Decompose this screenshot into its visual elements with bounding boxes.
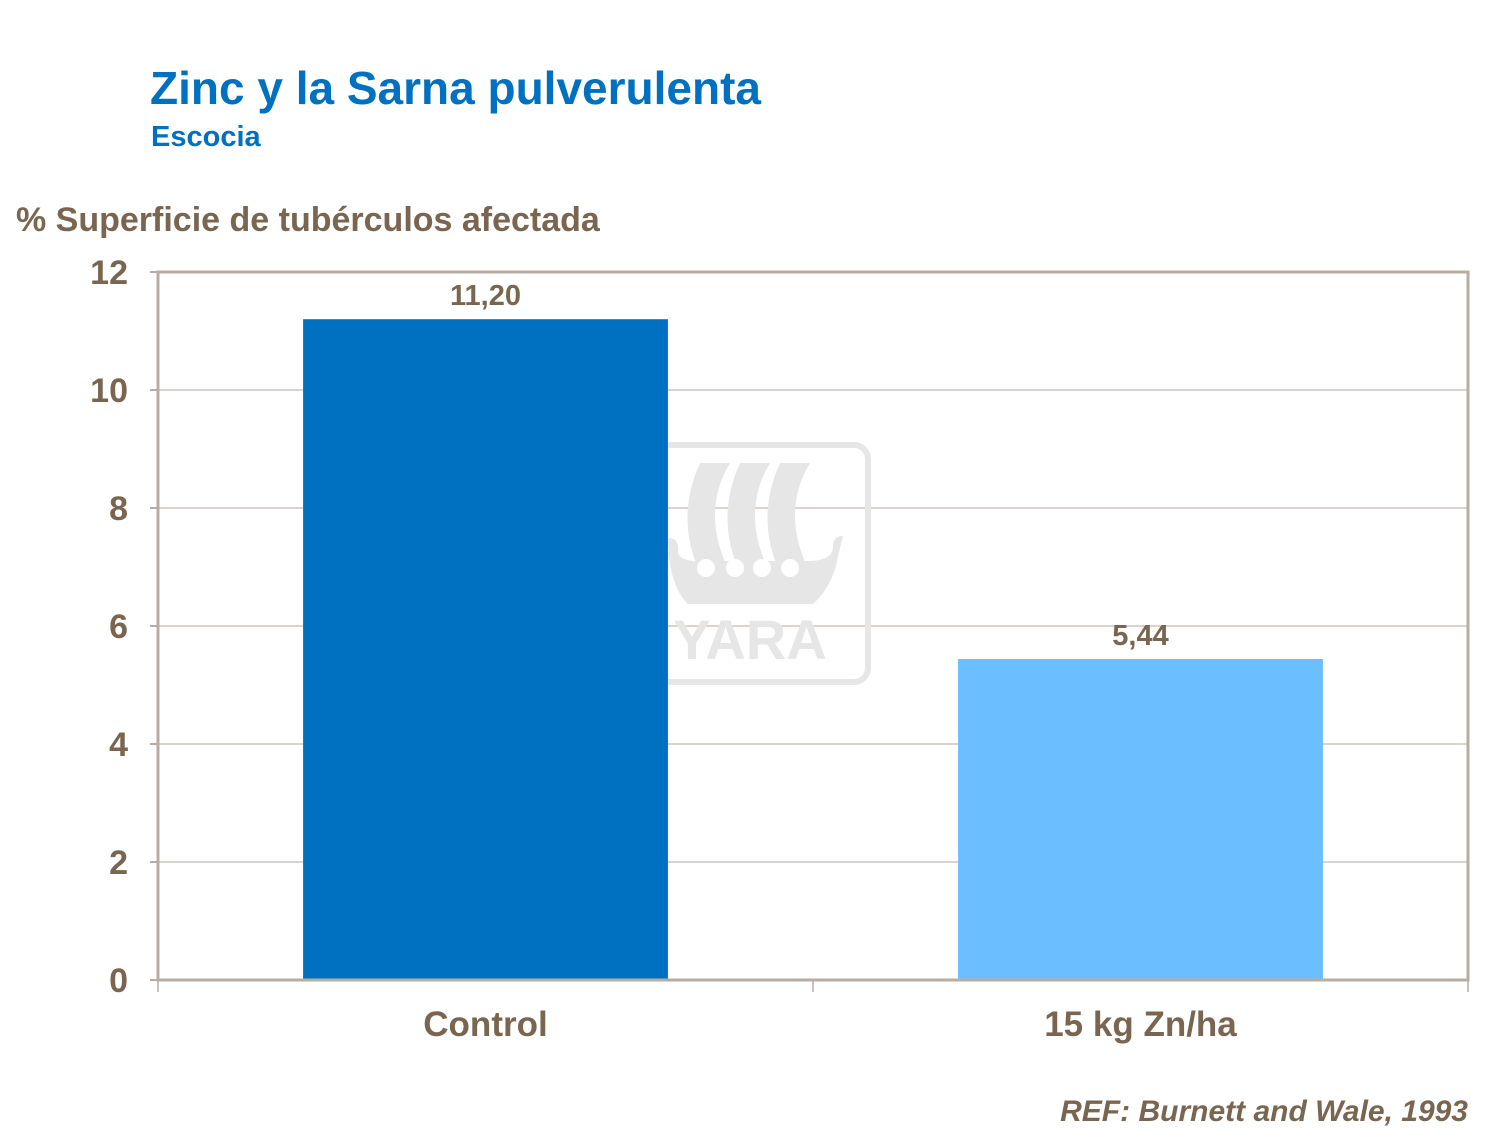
reference-annotation: REF: Burnett and Wale, 1993 [1060,1095,1468,1128]
chart-subtitle: Escocia [151,121,261,153]
chart-title: Zinc y la Sarna pulverulenta [150,62,761,114]
y-tick-label: 0 [109,962,128,1000]
y-tick-label: 6 [109,608,128,646]
y-tick-label: 4 [109,726,128,764]
x-tick-label: 15 kg Zn/ha [1044,1005,1237,1044]
bar [303,319,668,980]
y-tick-label: 2 [109,844,128,882]
y-tick-label: 10 [90,372,128,410]
y-axis-label: % Superficie de tubérculos afectada [16,201,601,239]
data-label: 5,44 [1112,620,1168,652]
y-tick-label: 12 [90,254,128,292]
svg-text:YARA: YARA [673,608,827,671]
bar [958,659,1323,980]
data-label: 11,20 [450,280,521,312]
x-tick-label: Control [423,1005,547,1044]
y-tick-label: 8 [109,490,128,528]
